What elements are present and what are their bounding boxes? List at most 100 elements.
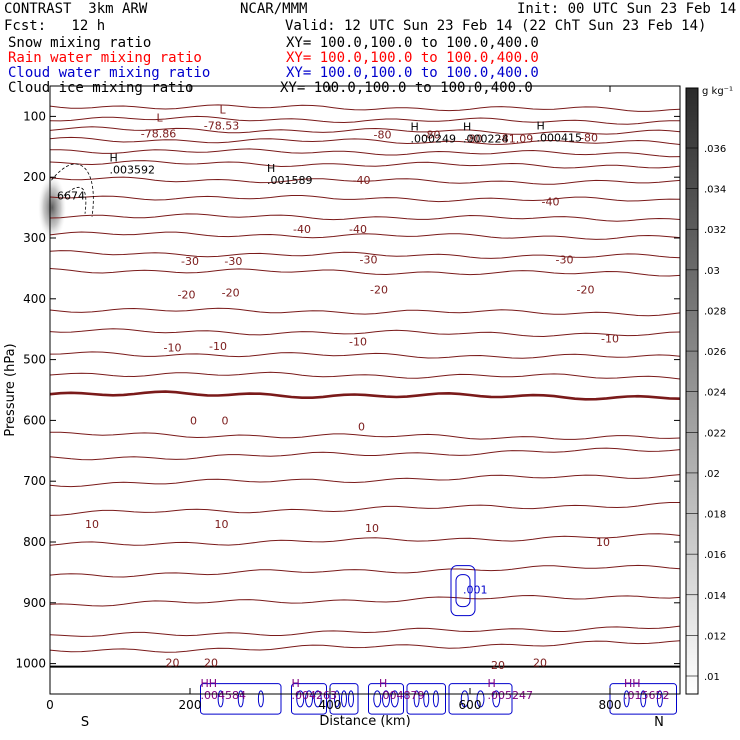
colorbar-tick-label: .028 [704, 306, 726, 317]
contour-label: 0 [190, 414, 197, 427]
y-tick-label: 500 [23, 353, 46, 367]
y-tick-label: 800 [23, 535, 46, 549]
temperature-contour-line [49, 328, 681, 338]
contour-label: -20 [178, 289, 196, 302]
contour-label: -78.86 [141, 127, 176, 140]
temperature-contour-line [49, 268, 681, 277]
contour-label: -10 [601, 332, 619, 345]
cloud-water-contour [313, 690, 322, 708]
extrema-value: .003592 [110, 164, 156, 177]
snow-shading [38, 175, 67, 240]
field-label-snow: Snow mixing ratio [8, 35, 152, 51]
x-tick-label: 400 [319, 698, 342, 712]
contour-label: 20 [166, 656, 180, 669]
contour-label: -40 [293, 223, 311, 236]
contour-label: -30 [224, 255, 242, 268]
cloud-water-contour [341, 690, 347, 708]
contour-label: 10 [596, 536, 610, 549]
forecast-hour: Fcst: 12 h [4, 18, 106, 34]
field-xy-cloud-water: XY= 100.0,100.0 to 100.0,400.0 [286, 65, 539, 81]
cloud-water-contour [329, 683, 359, 715]
cloud-water-contour [382, 690, 390, 708]
cloud-water-contour [609, 683, 677, 715]
cloud-water-contour [257, 690, 264, 708]
contour-label: 10 [215, 518, 229, 531]
colorbar [685, 87, 699, 695]
temperature-contour-line [49, 390, 681, 401]
endpoint-right-label: N [654, 715, 664, 730]
cloud-water-contour [623, 690, 630, 708]
colorbar-tick-label: .032 [704, 225, 726, 236]
field-xy-cloud-ice: XY= 100.0,100.0 to 100.0,400.0 [280, 80, 533, 96]
y-tick-label: 100 [23, 109, 46, 123]
extrema-value: 6674 [57, 190, 85, 203]
temperature-contour-line [49, 250, 681, 259]
extrema-marker: H [537, 119, 545, 132]
temperature-contour-line [49, 594, 681, 607]
extrema-value: .000415 [537, 131, 583, 144]
contour-label: -20 [577, 284, 595, 297]
colorbar-tick-label: .012 [704, 631, 726, 642]
temperature-contour-line [49, 564, 681, 578]
colorbar-tick-label: .026 [704, 347, 726, 358]
extrema-value: .015652 [624, 689, 670, 702]
temperature-contour-line [49, 148, 681, 158]
y-tick-label: 600 [23, 413, 46, 427]
cloud-water-contour [296, 690, 305, 708]
cloud-water-contour [237, 690, 244, 708]
contour-label: -10 [349, 335, 367, 348]
extrema-marker: H [379, 677, 387, 690]
cloud-water-contour [476, 690, 485, 708]
colorbar-tick-label: .01 [704, 672, 720, 683]
extrema-value: .004879 [379, 689, 425, 702]
cloud-water-contour [423, 690, 430, 708]
temperature-contour-line [49, 502, 680, 516]
temperature-contour-line [49, 351, 681, 359]
extrema-value: .001 [463, 584, 488, 597]
cloud-water-contour [432, 690, 439, 708]
y-tick-label: 200 [23, 170, 46, 184]
contour-label: 0 [358, 420, 365, 433]
field-xy-snow: XY= 100.0,100.0 to 100.0,400.0 [286, 35, 539, 51]
cloud-water-contour [390, 690, 399, 708]
plot-frame [49, 85, 681, 695]
cloud-water-contour [373, 690, 382, 708]
cloud-water-contour [455, 574, 471, 608]
contour-label: -20 [370, 284, 388, 297]
extrema-marker: HH [624, 677, 641, 690]
colorbar-tick-label: .036 [704, 144, 726, 155]
temperature-contour-line [49, 104, 681, 112]
cloud-water-contour [348, 690, 354, 708]
temperature-contour-line [49, 176, 681, 185]
extrema-marker: H [110, 152, 118, 165]
x-tick-label: 0 [46, 698, 54, 712]
y-tick-label: 1000 [15, 657, 46, 671]
temperature-contour-line [49, 160, 681, 169]
colorbar-tick-label: .022 [704, 428, 726, 439]
temperature-contour-line [49, 533, 681, 546]
extrema-value: .001589 [267, 174, 313, 187]
y-tick-label: 300 [23, 231, 46, 245]
contour-label: 20 [491, 659, 505, 672]
extrema-marker: H [292, 677, 300, 690]
extrema-value: .004584 [201, 689, 247, 702]
extrema-marker: H [463, 121, 471, 134]
cloud-water-contour [640, 690, 647, 708]
temperature-contour-line [49, 231, 681, 240]
colorbar-unit: g kg⁻¹ [702, 86, 733, 97]
endpoint-left-label: S [81, 715, 89, 730]
contour-label: -80 [580, 132, 598, 145]
contour-label: -40 [542, 196, 560, 209]
cloud-water-contour [217, 690, 224, 708]
cloud-water-contour [492, 690, 501, 708]
cloud-water-contour [334, 690, 340, 708]
contour-label: -80 [374, 129, 392, 142]
cloud-water-contour [656, 690, 663, 708]
field-xy-rain: XY= 100.0,100.0 to 100.0,400.0 [286, 50, 539, 66]
temperature-contour-line [49, 136, 681, 145]
contour-label: 10 [85, 518, 99, 531]
low-marker: L [220, 104, 227, 117]
contour-label: 20 [204, 656, 218, 669]
colorbar-tick-label: .024 [704, 388, 726, 399]
field-label-cloud-ice: Cloud ice mixing ratio [8, 80, 194, 96]
